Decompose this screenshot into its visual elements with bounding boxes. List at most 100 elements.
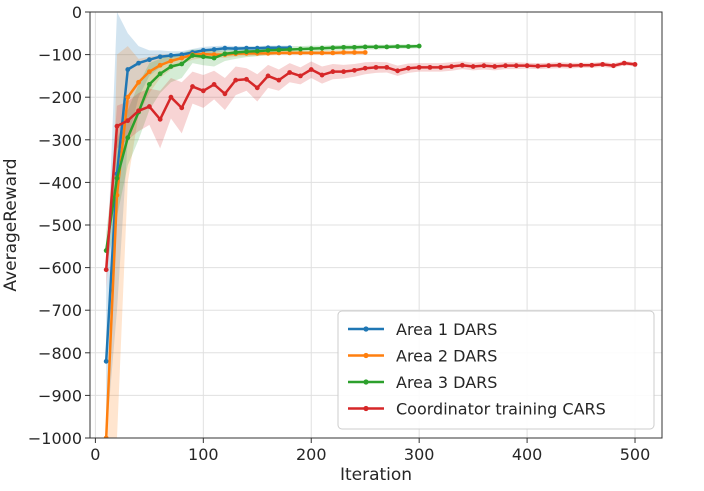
point-series-3	[125, 135, 131, 141]
point-series-3	[362, 44, 368, 50]
tick-labels: 0 100 200 300 400 500 0 −100 −200 −300 −400 −500 −60…	[28, 3, 650, 464]
point-series-3	[157, 71, 163, 77]
point-series-4	[492, 64, 498, 69]
point-series-1	[146, 57, 152, 63]
band-series-1	[106, 12, 290, 438]
point-series-3	[341, 44, 347, 50]
point-series-3	[287, 47, 293, 52]
point-series-4	[136, 108, 141, 114]
point-series-2	[287, 50, 293, 56]
point-series-4	[438, 64, 444, 70]
point-series-3	[405, 44, 411, 49]
point-series-4	[222, 91, 228, 97]
point-series-4	[557, 62, 562, 68]
legend-label-4: Coordinator training CARS	[396, 400, 606, 419]
point-series-4	[211, 82, 217, 87]
point-series-2	[211, 52, 217, 57]
point-series-2	[179, 55, 185, 61]
point-series-4	[373, 64, 379, 70]
point-series-1	[125, 67, 131, 72]
point-series-4	[405, 65, 411, 71]
point-series-2	[319, 50, 325, 56]
point-series-4	[125, 118, 131, 124]
point-series-4	[146, 104, 152, 109]
point-series-1	[211, 47, 217, 52]
point-series-3	[146, 82, 152, 87]
legend-label-1: Area 1 DARS	[396, 320, 497, 339]
point-series-2	[308, 50, 314, 56]
point-series-4	[600, 61, 606, 67]
legend-label-2: Area 2 DARS	[396, 347, 497, 366]
point-series-3	[179, 61, 185, 67]
point-series-3	[211, 55, 217, 61]
point-series-4	[589, 62, 595, 68]
point-series-4	[298, 73, 303, 79]
point-series-3	[254, 48, 260, 54]
y-tick-label: −700	[38, 301, 82, 320]
point-series-4	[546, 63, 552, 69]
y-tick-label: −900	[38, 386, 82, 405]
point-series-1	[233, 46, 239, 52]
point-series-2	[362, 50, 368, 55]
point-series-2	[168, 58, 174, 64]
point-series-1	[179, 52, 185, 57]
point-series-3	[416, 43, 422, 49]
legend-label-3: Area 3 DARS	[396, 373, 497, 392]
point-series-1	[200, 47, 206, 53]
point-series-4	[244, 76, 249, 82]
point-series-3	[308, 46, 314, 52]
series-lines	[103, 43, 638, 438]
point-series-4	[632, 61, 638, 67]
legend-box	[337, 310, 655, 430]
point-series-3	[384, 44, 390, 50]
point-series-4	[103, 267, 109, 273]
point-series-1	[168, 53, 174, 58]
x-tick-label: 0	[90, 445, 100, 464]
point-series-4	[233, 77, 239, 83]
point-series-4	[308, 67, 314, 72]
y-tick-label: −300	[38, 131, 82, 150]
point-series-3	[265, 47, 271, 53]
point-series-1	[222, 45, 228, 51]
point-series-3	[352, 44, 357, 50]
point-series-3	[168, 64, 174, 69]
point-series-4	[287, 70, 293, 75]
point-series-4	[384, 64, 390, 70]
point-series-4	[513, 63, 519, 69]
point-series-4	[362, 65, 368, 71]
point-series-1	[157, 54, 163, 60]
point-series-3	[233, 50, 239, 55]
point-series-2	[298, 50, 303, 56]
point-series-4	[535, 63, 541, 69]
y-tick-label: −800	[38, 344, 82, 363]
point-series-4	[481, 63, 487, 69]
legend-marker-1	[363, 326, 369, 332]
legend: Area 1 DARS Area 2 DARS Area 3 DARS Coordin…	[337, 310, 655, 430]
point-series-4	[578, 62, 584, 68]
point-series-4	[168, 94, 174, 100]
point-series-4	[114, 123, 120, 129]
point-series-4	[341, 69, 347, 75]
point-series-3	[114, 175, 120, 181]
point-series-2	[341, 50, 347, 55]
point-series-3	[222, 51, 228, 57]
x-axis-label: Iteration	[340, 465, 412, 485]
point-series-4	[459, 62, 465, 68]
point-series-3	[395, 44, 400, 49]
y-tick-label: −1000	[28, 429, 82, 448]
point-series-4	[524, 63, 530, 69]
point-series-3	[200, 54, 206, 60]
point-series-4	[416, 64, 422, 70]
point-series-2	[352, 50, 357, 55]
point-series-4	[567, 63, 573, 69]
point-series-2	[157, 62, 163, 68]
point-series-4	[427, 64, 433, 70]
point-series-4	[319, 72, 325, 78]
point-series-4	[157, 116, 163, 122]
point-series-3	[373, 44, 379, 50]
y-tick-label: 0	[72, 3, 82, 22]
y-tick-label: −500	[38, 216, 82, 235]
point-series-3	[276, 47, 282, 53]
band-series-4	[106, 60, 636, 289]
point-series-4	[276, 77, 282, 83]
